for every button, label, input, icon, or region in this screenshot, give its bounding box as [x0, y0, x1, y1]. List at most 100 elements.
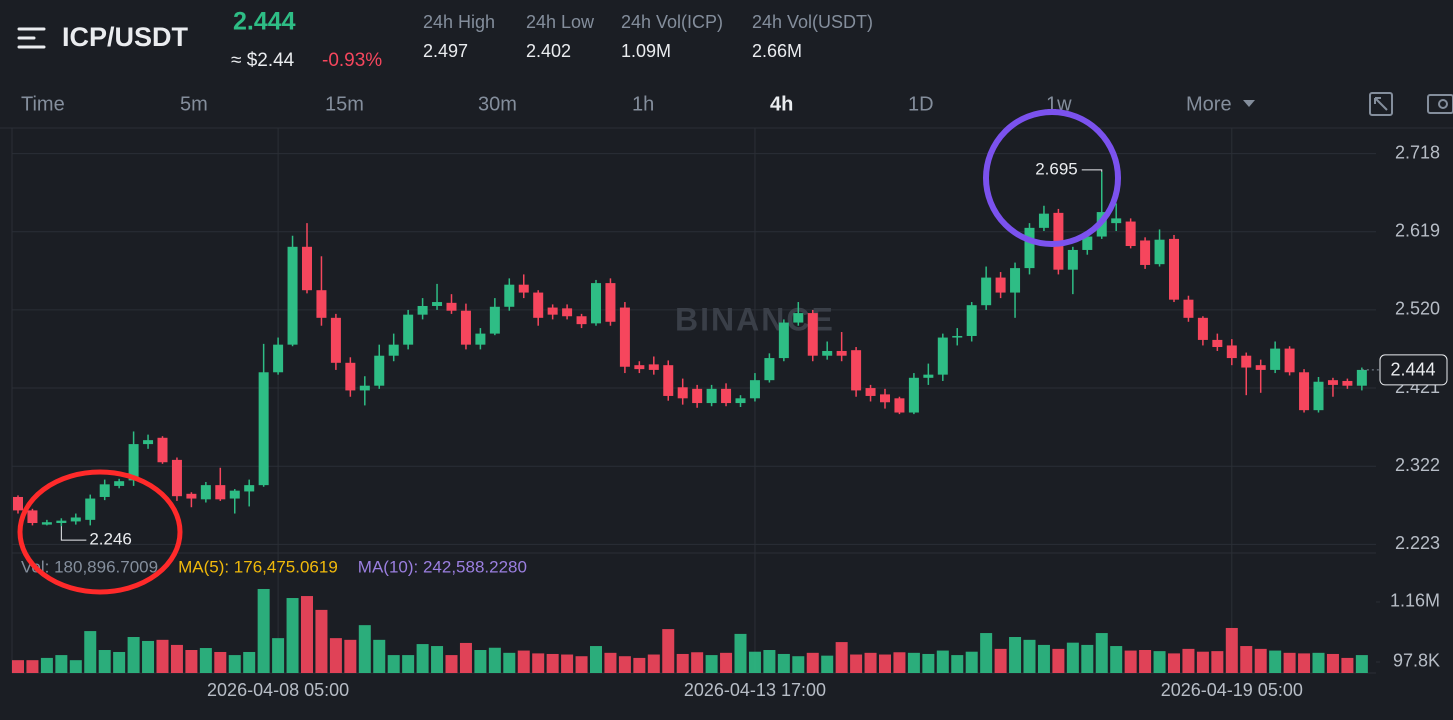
candle-body — [619, 307, 630, 367]
volume-bar — [301, 596, 313, 673]
candle-body — [1327, 380, 1338, 385]
candle-body — [475, 333, 486, 345]
candle-body — [244, 485, 255, 492]
candle-body — [1154, 239, 1165, 265]
stat-value: 2.402 — [526, 41, 571, 61]
annotation-high: 2.695 — [1035, 159, 1078, 178]
volume-bar — [575, 656, 588, 673]
candle-body — [186, 493, 197, 499]
candle-body — [1255, 365, 1266, 370]
interval-tab[interactable]: 30m — [478, 93, 517, 115]
candle-body — [836, 350, 847, 356]
volume-bar — [1153, 651, 1166, 673]
volume-bar — [734, 633, 747, 673]
candle-body — [851, 350, 862, 391]
candle-body — [923, 374, 934, 378]
candle-body — [359, 385, 370, 391]
candle-body — [1299, 372, 1310, 411]
toolbar-icons[interactable] — [1369, 92, 1453, 116]
annotation-low: 2.246 — [89, 530, 132, 549]
y-tick-label: 2.223 — [1395, 533, 1440, 553]
volume-bar — [26, 660, 39, 673]
candle-body — [634, 365, 645, 370]
candle-body — [547, 307, 558, 315]
volume-bar — [936, 650, 949, 673]
y-tick-label: 2.718 — [1395, 142, 1440, 162]
volume-bar — [1254, 648, 1267, 673]
volume-bar — [546, 653, 559, 673]
y-tick-label: 2.619 — [1395, 221, 1440, 241]
volume-bar — [1081, 644, 1094, 673]
volume-legend: MA(5): 176,475.0619 — [178, 557, 338, 576]
volume-bar — [272, 638, 285, 673]
interval-tab[interactable]: 1h — [632, 93, 654, 115]
volume-bar — [55, 655, 68, 673]
watermark: BINANCE — [675, 301, 835, 337]
candle-body — [576, 316, 587, 325]
candle-body — [27, 510, 38, 524]
interval-tab[interactable]: More — [1186, 93, 1232, 115]
candle-body — [417, 305, 428, 315]
menu-icon[interactable] — [17, 27, 46, 49]
volume-bar — [1124, 650, 1137, 673]
volume-bar — [459, 642, 472, 673]
candle-body — [605, 283, 616, 322]
candle-body — [908, 377, 919, 413]
candle-body — [692, 388, 703, 404]
volume-bar — [402, 655, 415, 673]
interval-tab[interactable]: 1D — [908, 93, 934, 115]
volume-bar — [1168, 653, 1180, 673]
pair: ICP/USDT — [62, 22, 189, 52]
candle-body — [533, 292, 544, 318]
volume-bar — [344, 639, 357, 673]
candle-body — [200, 485, 211, 500]
candle-body — [70, 517, 81, 522]
volume-bar — [748, 651, 761, 673]
volume-bar — [662, 629, 675, 673]
candle-body — [143, 440, 154, 445]
volume-bar — [879, 654, 891, 673]
volume-bar — [676, 653, 689, 673]
candle-body — [1284, 348, 1295, 373]
candle-body — [793, 313, 804, 323]
volume-bar — [965, 651, 978, 673]
volume-bar — [1023, 639, 1036, 673]
annotation-leader — [60, 526, 87, 541]
candle-body — [894, 398, 905, 413]
candle-body — [1111, 218, 1122, 224]
highlight-circle-low — [17, 469, 183, 595]
interval-tab[interactable]: 15m — [325, 93, 364, 115]
candle-body — [302, 246, 312, 291]
candle-body — [591, 283, 601, 324]
stat-value: 2.497 — [423, 41, 468, 61]
volume-bar — [1326, 653, 1339, 673]
candle-body — [1010, 268, 1021, 293]
candle-body — [778, 322, 789, 359]
y-tick-label: 2.520 — [1395, 299, 1440, 319]
candle-body — [518, 284, 529, 293]
volume-bar — [763, 650, 776, 673]
interval-tab[interactable]: 5m — [180, 93, 208, 115]
candle-body — [648, 364, 659, 370]
candle-body — [865, 388, 876, 396]
volume-bar — [691, 652, 704, 673]
volume-bar — [243, 651, 256, 673]
volume-bar — [156, 639, 169, 673]
candle-body — [1067, 249, 1078, 270]
candle-body — [1212, 339, 1223, 348]
candle-body — [1140, 240, 1151, 265]
volume-bar — [1037, 644, 1050, 673]
volume-bar — [777, 653, 790, 673]
interval-tab[interactable]: Time — [21, 93, 65, 115]
x-tick-label: 2026-04-19 05:00 — [1161, 680, 1303, 700]
volume-bar — [1355, 655, 1368, 673]
volume-bar — [416, 644, 429, 673]
volume-bar — [1312, 652, 1325, 673]
interval-tab[interactable]: 4h — [770, 93, 793, 115]
volume-bar — [387, 655, 400, 673]
candle-body — [1038, 213, 1049, 228]
volume-bar — [329, 638, 342, 673]
volume-bar — [127, 637, 140, 673]
